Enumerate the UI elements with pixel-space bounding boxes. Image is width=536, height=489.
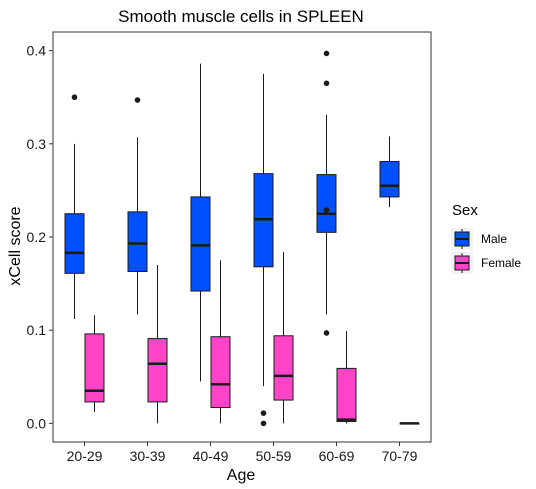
female-box-20-29 <box>84 315 105 413</box>
x-axis-title: Age <box>227 467 256 484</box>
female-box-body <box>336 367 357 422</box>
male-box-30-39 <box>127 97 148 315</box>
male-box-body <box>64 213 85 274</box>
female-box-body <box>273 335 294 401</box>
legend-label-male: Male <box>481 232 507 246</box>
legend-label-female: Female <box>481 256 521 270</box>
male-box-body <box>127 211 148 272</box>
female-box-body <box>210 336 231 409</box>
male-outlier-point <box>71 94 78 101</box>
legend-title: Sex <box>452 202 478 219</box>
x-tick-label: 60-69 <box>319 448 355 464</box>
male-box-60-69 <box>316 50 337 336</box>
female-box-body <box>84 333 105 403</box>
male-box-body <box>379 161 400 198</box>
male-outlier-point <box>323 207 330 213</box>
male-outlier-point <box>260 420 267 427</box>
male-box-70-79 <box>379 136 400 208</box>
female-box-60-69 <box>336 331 357 424</box>
male-box-40-49 <box>190 63 211 382</box>
male-outlier-point <box>323 50 330 57</box>
legend: Sex Male Female <box>451 202 521 274</box>
male-box-body <box>190 196 211 292</box>
male-outlier-point <box>134 97 141 103</box>
y-tick-label: 0.2 <box>27 229 47 245</box>
x-axis: 20-29 30-39 40-49 50-59 60-69 70-79 <box>67 442 418 464</box>
chart-title: Smooth muscle cells in SPLEEN <box>118 7 364 26</box>
female-box-30-39 <box>147 264 168 424</box>
male-box-20-29 <box>64 94 85 319</box>
female-box-50-59 <box>273 251 294 424</box>
y-tick-label: 0.3 <box>27 136 47 152</box>
y-tick-label: 0.1 <box>27 322 47 338</box>
x-tick-label: 70-79 <box>382 448 418 464</box>
x-tick-label: 20-29 <box>67 448 103 464</box>
x-tick-label: 30-39 <box>130 448 166 464</box>
male-outlier-point <box>323 80 330 87</box>
boxes-layer <box>64 50 420 427</box>
plot-panel <box>52 31 432 443</box>
y-tick-label: 0.4 <box>27 43 47 59</box>
y-axis-title: xCell score <box>7 206 24 285</box>
x-tick-label: 50-59 <box>256 448 292 464</box>
y-axis: 0.0 0.1 0.2 0.3 0.4 <box>27 43 53 431</box>
female-box-70-79 <box>399 422 420 425</box>
female-box-40-49 <box>210 260 231 424</box>
y-tick-label: 0.0 <box>27 415 47 431</box>
x-tick-label: 40-49 <box>193 448 229 464</box>
male-outlier-point <box>323 330 330 336</box>
male-box-body <box>316 174 337 233</box>
female-box-body <box>147 338 168 403</box>
male-outlier-point <box>260 410 267 416</box>
male-box-50-59 <box>253 73 274 427</box>
